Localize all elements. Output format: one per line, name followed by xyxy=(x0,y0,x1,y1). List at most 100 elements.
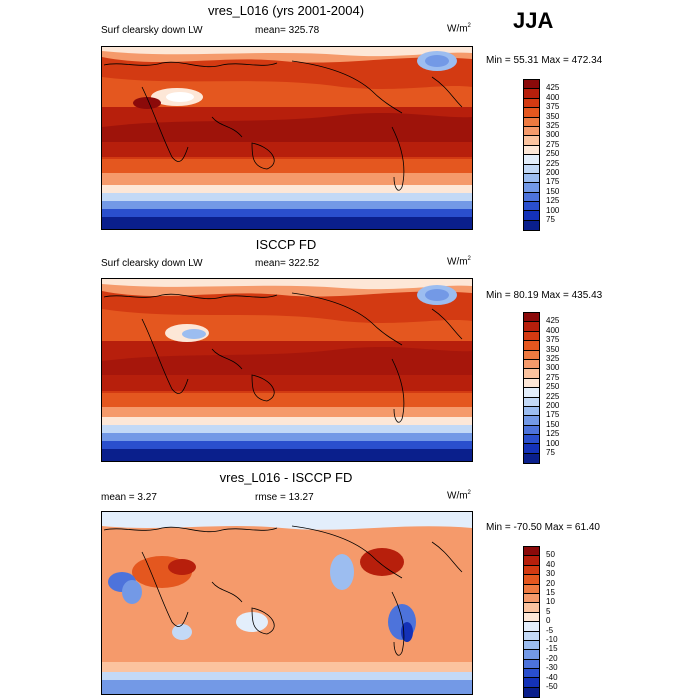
colorbar-segment xyxy=(524,220,539,231)
colorbar-tick-label: 375 xyxy=(546,335,560,345)
colorbar-segment xyxy=(524,453,539,464)
colorbar-tick-label: 125 xyxy=(546,196,560,206)
panel1-title: vres_L016 (yrs 2001-2004) xyxy=(207,3,365,18)
panel3-mean: mean = 3.27 xyxy=(101,492,157,503)
colorbar-segment xyxy=(524,622,539,632)
colorbar-tick-label: 375 xyxy=(546,102,560,112)
colorbar-segment xyxy=(524,575,539,585)
colorbar-tick-label: 175 xyxy=(546,410,560,420)
colorbar-tick-label: 275 xyxy=(546,139,560,149)
colorbar-segment xyxy=(524,556,539,566)
colorbar-segment xyxy=(524,388,539,398)
colorbar-tick-label: 200 xyxy=(546,168,560,177)
colorbar-segment xyxy=(524,650,539,660)
colorbar-segment xyxy=(524,565,539,576)
colorbar-segment xyxy=(524,444,539,454)
colorbar-segment xyxy=(524,378,539,389)
colorbar-segment xyxy=(524,98,539,109)
colorbar-tick-label: 15 xyxy=(546,588,555,597)
panel2-colorbar xyxy=(523,312,540,465)
colorbar-segment xyxy=(524,435,539,445)
colorbar-tick-label: 425 xyxy=(546,316,560,326)
colorbar-segment xyxy=(524,406,539,417)
colorbar-tick-label: 75 xyxy=(546,215,555,224)
panel3-map xyxy=(101,511,473,695)
colorbar-segment xyxy=(524,547,539,557)
colorbar-tick-label: 350 xyxy=(546,111,560,121)
colorbar-tick-label: 175 xyxy=(546,177,560,187)
panel1-colorbar xyxy=(523,79,540,232)
panel2-map xyxy=(101,278,473,462)
colorbar-segment xyxy=(524,322,539,332)
colorbar-tick-label: -5 xyxy=(546,625,554,635)
panel1-left-label: Surf clearsky down LW xyxy=(101,25,203,36)
colorbar-tick-label: 300 xyxy=(546,363,560,373)
colorbar-tick-label: 150 xyxy=(546,186,560,196)
colorbar-segment xyxy=(524,145,539,156)
colorbar-tick-label: 100 xyxy=(546,438,560,448)
colorbar-segment xyxy=(524,341,539,351)
colorbar-tick-label: 400 xyxy=(546,92,560,102)
colorbar-tick-label: 325 xyxy=(546,354,560,363)
colorbar-segment xyxy=(524,136,539,146)
colorbar-tick-label: 400 xyxy=(546,325,560,335)
colorbar-segment xyxy=(524,211,539,221)
colorbar-tick-label: 50 xyxy=(546,550,555,560)
colorbar-tick-label: -40 xyxy=(546,672,558,682)
colorbar-tick-label: 40 xyxy=(546,559,555,569)
colorbar-segment xyxy=(524,640,539,651)
colorbar-segment xyxy=(524,126,539,137)
panel3-colorbar xyxy=(523,546,540,699)
colorbar-segment xyxy=(524,350,539,360)
panel3-minmax: Min = -70.50 Max = 61.40 xyxy=(486,522,600,533)
colorbar-segment xyxy=(524,584,539,594)
colorbar-tick-label: -30 xyxy=(546,663,558,673)
colorbar-segment xyxy=(524,593,539,604)
colorbar-segment xyxy=(524,80,539,90)
panel2-mean: mean= 322.52 xyxy=(255,258,320,269)
colorbar-segment xyxy=(524,659,539,670)
colorbar-tick-label: 10 xyxy=(546,597,555,607)
colorbar-tick-label: 75 xyxy=(546,448,555,457)
colorbar-tick-label: 150 xyxy=(546,419,560,429)
colorbar-segment xyxy=(524,359,539,370)
panel1-map xyxy=(101,46,473,230)
colorbar-tick-label: -10 xyxy=(546,635,558,644)
colorbar-tick-label: 350 xyxy=(546,344,560,354)
colorbar-tick-label: 275 xyxy=(546,372,560,382)
colorbar-tick-label: -15 xyxy=(546,644,558,654)
season-label: JJA xyxy=(513,8,554,33)
colorbar-tick-label: 225 xyxy=(546,158,560,168)
colorbar-tick-label: 200 xyxy=(546,401,560,410)
panel3-rmse: rmse = 13.27 xyxy=(255,492,314,503)
colorbar-segment xyxy=(524,603,539,613)
colorbar-segment xyxy=(524,397,539,407)
colorbar-segment xyxy=(524,416,539,426)
colorbar-segment xyxy=(524,313,539,323)
colorbar-tick-label: 20 xyxy=(546,578,555,588)
colorbar-segment xyxy=(524,631,539,641)
panel1-units: W/m2 xyxy=(447,23,471,35)
colorbar-tick-label: 5 xyxy=(546,606,551,616)
colorbar-segment xyxy=(524,425,539,436)
colorbar-segment xyxy=(524,669,539,679)
colorbar-segment xyxy=(524,687,539,698)
colorbar-tick-label: -20 xyxy=(546,653,558,663)
colorbar-segment xyxy=(524,89,539,99)
colorbar-segment xyxy=(524,331,539,342)
colorbar-segment xyxy=(524,117,539,127)
colorbar-segment xyxy=(524,173,539,184)
colorbar-segment xyxy=(524,612,539,623)
panel3-title: vres_L016 - ISCCP FD xyxy=(219,470,353,485)
colorbar-segment xyxy=(524,192,539,203)
panel2-minmax: Min = 80.19 Max = 435.43 xyxy=(486,290,603,301)
panel1-mean: mean= 325.78 xyxy=(255,25,320,36)
panel2-units: W/m2 xyxy=(447,256,471,268)
colorbar-segment xyxy=(524,155,539,165)
panel3-units: W/m2 xyxy=(447,490,471,502)
colorbar-segment xyxy=(524,164,539,174)
colorbar-tick-label: 250 xyxy=(546,382,560,392)
colorbar-tick-label: 250 xyxy=(546,149,560,159)
panel1-minmax: Min = 55.31 Max = 472.34 xyxy=(486,55,603,66)
colorbar-segment xyxy=(524,369,539,379)
